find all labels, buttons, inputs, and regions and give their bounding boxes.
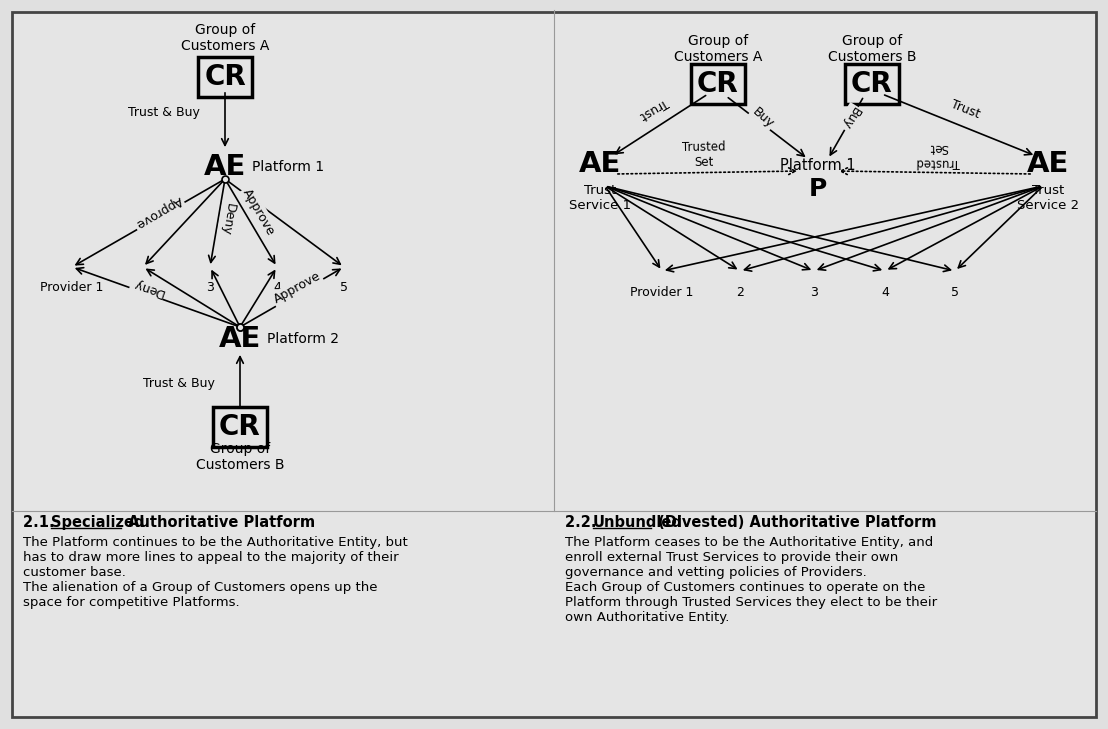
Text: 3: 3 xyxy=(206,281,214,294)
Text: The Platform ceases to be the Authoritative Entity, and: The Platform ceases to be the Authoritat… xyxy=(565,536,933,549)
FancyBboxPatch shape xyxy=(12,12,1096,717)
Text: 2.1.: 2.1. xyxy=(23,515,60,530)
Text: Trust: Trust xyxy=(638,95,670,122)
Text: The Platform continues to be the Authoritative Entity, but: The Platform continues to be the Authori… xyxy=(23,536,408,549)
Text: Deny: Deny xyxy=(131,276,165,300)
Text: Group of
Customers B: Group of Customers B xyxy=(828,34,916,64)
Text: Approve: Approve xyxy=(240,187,278,238)
Text: Approve: Approve xyxy=(133,193,184,231)
Text: Buy: Buy xyxy=(838,104,862,131)
Text: has to draw more lines to appeal to the majority of their: has to draw more lines to appeal to the … xyxy=(23,551,399,564)
Text: space for competitive Platforms.: space for competitive Platforms. xyxy=(23,596,239,609)
Text: Provider 1: Provider 1 xyxy=(630,286,694,299)
Text: Trusted
Set: Trusted Set xyxy=(683,140,726,169)
Text: Platform 1: Platform 1 xyxy=(780,157,855,173)
Text: 5: 5 xyxy=(340,281,348,294)
Text: Trust & Buy: Trust & Buy xyxy=(143,376,215,389)
Text: Deny: Deny xyxy=(218,202,237,236)
Text: AE: AE xyxy=(218,325,261,353)
Text: Trust
Service 1: Trust Service 1 xyxy=(568,184,632,212)
Text: Trusted
Set: Trusted Set xyxy=(916,140,960,169)
Text: Group of
Customers B: Group of Customers B xyxy=(196,442,285,472)
Text: 5: 5 xyxy=(951,286,960,299)
Text: CR: CR xyxy=(204,63,246,91)
Text: Provider 1: Provider 1 xyxy=(40,281,104,294)
Text: own Authoritative Entity.: own Authoritative Entity. xyxy=(565,611,729,624)
Text: Group of
Customers A: Group of Customers A xyxy=(674,34,762,64)
Text: P: P xyxy=(809,177,828,201)
Text: enroll external Trust Services to provide their own: enroll external Trust Services to provid… xyxy=(565,551,899,564)
Text: 4: 4 xyxy=(881,286,889,299)
Text: Unbundled: Unbundled xyxy=(593,515,683,530)
Text: AE: AE xyxy=(204,153,246,181)
Text: 4: 4 xyxy=(273,281,281,294)
Text: Platform 2: Platform 2 xyxy=(267,332,339,346)
Text: Buy: Buy xyxy=(750,105,777,130)
Text: governance and vetting policies of Providers.: governance and vetting policies of Provi… xyxy=(565,566,866,579)
Text: The alienation of a Group of Customers opens up the: The alienation of a Group of Customers o… xyxy=(23,581,378,594)
Text: customer base.: customer base. xyxy=(23,566,126,579)
Text: 2: 2 xyxy=(140,281,147,294)
Text: Group of
Customers A: Group of Customers A xyxy=(181,23,269,53)
Text: AE: AE xyxy=(578,150,622,178)
Text: Specialized: Specialized xyxy=(51,515,144,530)
Text: Trust
Service 2: Trust Service 2 xyxy=(1017,184,1079,212)
Text: 2: 2 xyxy=(736,286,743,299)
Text: (Divested) Authoritative Platform: (Divested) Authoritative Platform xyxy=(653,515,936,530)
Text: CR: CR xyxy=(851,70,893,98)
Text: Each Group of Customers continues to operate on the: Each Group of Customers continues to ope… xyxy=(565,581,925,594)
Text: Approve: Approve xyxy=(271,270,322,306)
Text: CR: CR xyxy=(219,413,260,441)
Text: AE: AE xyxy=(1027,150,1069,178)
Text: CR: CR xyxy=(697,70,739,98)
Text: Trust: Trust xyxy=(948,98,982,120)
Text: 3: 3 xyxy=(810,286,818,299)
Text: Platform through Trusted Services they elect to be their: Platform through Trusted Services they e… xyxy=(565,596,937,609)
Text: Trust & Buy: Trust & Buy xyxy=(129,106,201,119)
Text: 2.2.: 2.2. xyxy=(565,515,602,530)
Text: Platform 1: Platform 1 xyxy=(252,160,325,174)
Text: Authoritative Platform: Authoritative Platform xyxy=(123,515,315,530)
